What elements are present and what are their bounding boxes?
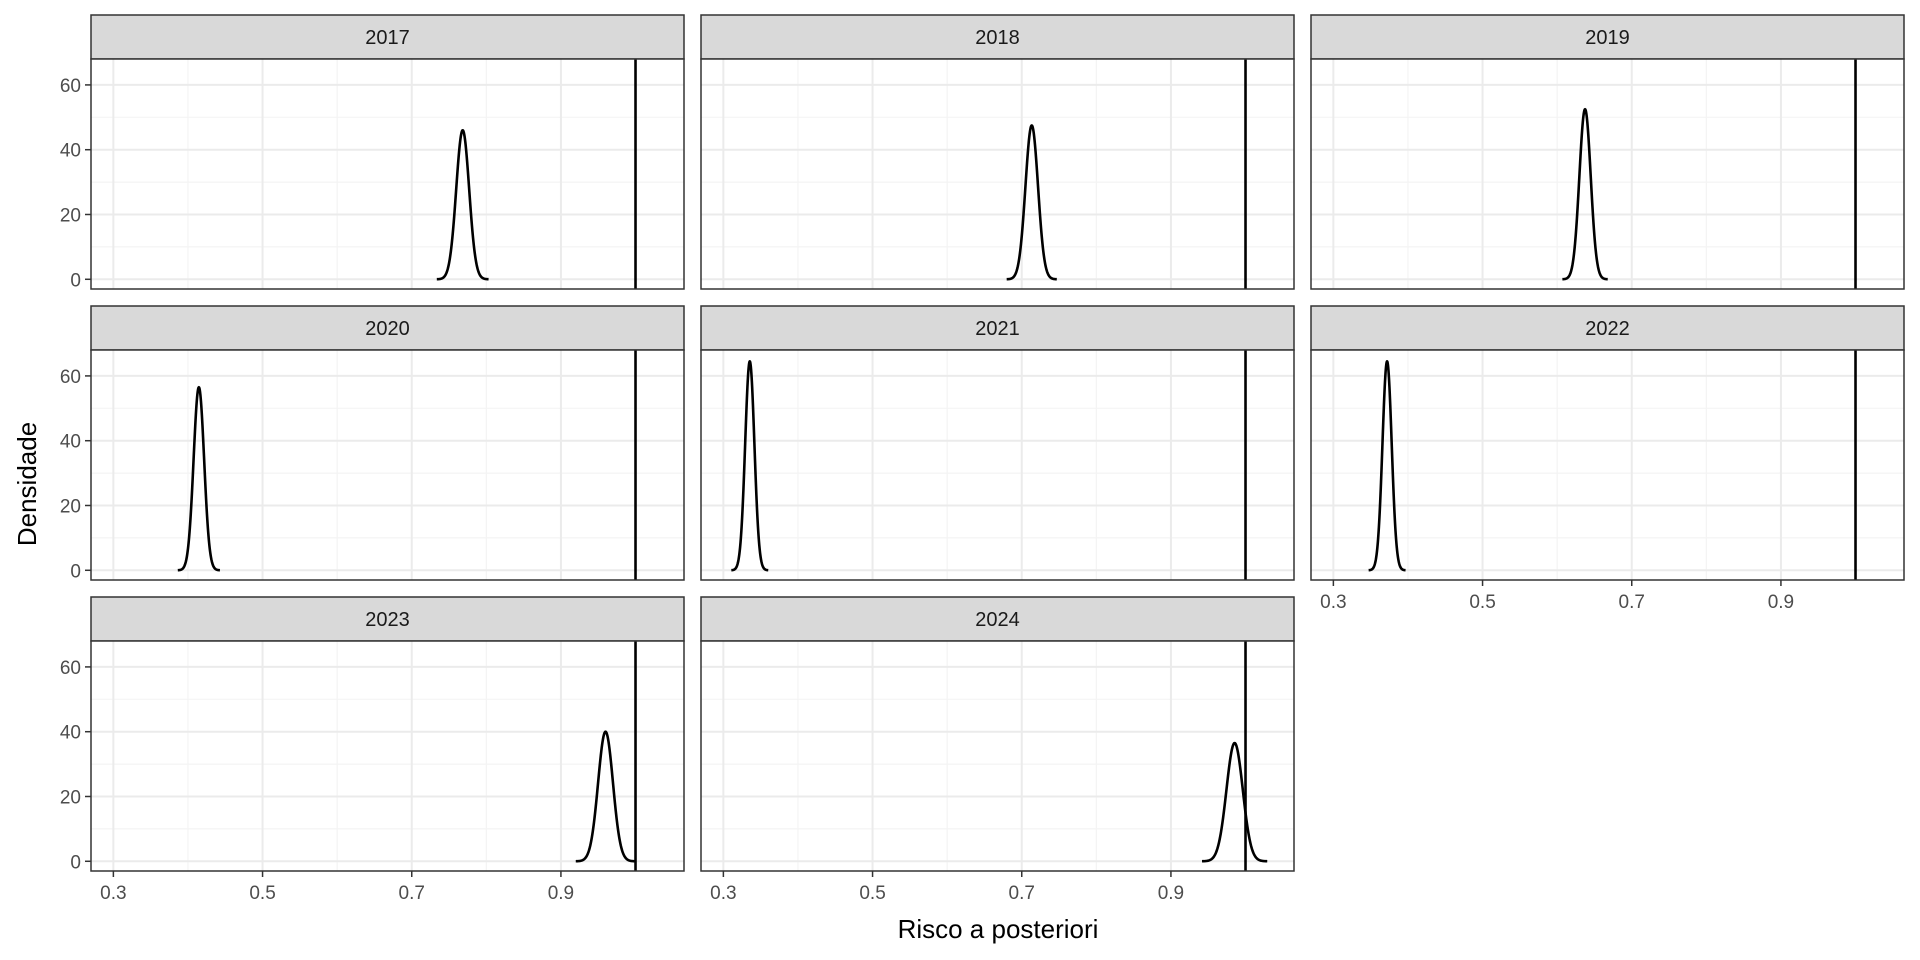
x-tick-label: 0.9 xyxy=(548,883,574,904)
density-curve xyxy=(1367,360,1407,572)
facet-panel-2020: 2020 0 20 40 60 xyxy=(60,305,685,582)
facet-panel-2018: 2018 xyxy=(700,14,1295,290)
y-tick-label: 0 xyxy=(70,561,81,582)
facet-panel-2017: 2017 0 20 40 60 xyxy=(60,14,685,291)
panel-background xyxy=(91,641,684,871)
x-tick-label: 0.7 xyxy=(1619,592,1645,613)
panel-border xyxy=(90,640,685,872)
panel-background xyxy=(701,59,1294,289)
facet-strip-label: 2017 xyxy=(365,27,410,49)
facet-panel-2021: 2021 xyxy=(700,305,1295,581)
density-curve xyxy=(1561,107,1609,281)
facet-panels: 2017 0 20 40 60 2018 2019 2020 0 20 40 60 2021 2022 0.… xyxy=(60,14,1905,904)
y-tick-label: 60 xyxy=(60,367,81,388)
facet-strip-label: 2019 xyxy=(1585,27,1630,49)
y-tick-label: 40 xyxy=(60,723,81,744)
y-tick-label: 0 xyxy=(70,852,81,873)
y-tick-label: 20 xyxy=(60,496,81,517)
panel-border xyxy=(1310,349,1905,581)
facet-strip xyxy=(90,14,685,60)
x-tick-label: 0.9 xyxy=(1158,883,1184,904)
panel-background xyxy=(91,59,684,289)
panel-border xyxy=(1310,58,1905,290)
facet-strip-label: 2024 xyxy=(975,609,1020,631)
facet-strip-label: 2021 xyxy=(975,318,1020,340)
panel-background xyxy=(1311,350,1904,580)
x-tick-label: 0.5 xyxy=(1469,592,1495,613)
x-tick-label: 0.3 xyxy=(710,883,736,904)
facet-strip-label: 2022 xyxy=(1585,318,1630,340)
facet-strip xyxy=(90,305,685,351)
facet-panel-2024: 2024 0.3 0.5 0.7 0.9 xyxy=(700,596,1295,904)
facet-panel-2019: 2019 xyxy=(1310,14,1905,290)
facet-strip-label: 2020 xyxy=(365,318,410,340)
facet-strip xyxy=(700,596,1295,642)
panel-border xyxy=(700,58,1295,290)
y-tick-label: 20 xyxy=(60,205,81,226)
panel-border xyxy=(90,58,685,290)
x-tick-label: 0.3 xyxy=(100,883,126,904)
x-tick-label: 0.5 xyxy=(249,883,275,904)
y-tick-label: 40 xyxy=(60,141,81,162)
density-curve xyxy=(1005,124,1058,281)
density-curve xyxy=(1201,741,1269,863)
facet-strip-label: 2023 xyxy=(365,609,410,631)
density-curve xyxy=(435,128,490,281)
y-axis-title: Densidade xyxy=(12,422,42,546)
density-curve xyxy=(730,360,770,572)
x-axis-title: Risco a posteriori xyxy=(898,914,1099,944)
x-tick-label: 0.3 xyxy=(1320,592,1346,613)
panel-background xyxy=(91,350,684,580)
panel-background xyxy=(701,350,1294,580)
y-tick-label: 60 xyxy=(60,658,81,679)
density-curve xyxy=(574,730,637,863)
x-tick-label: 0.7 xyxy=(399,883,425,904)
x-tick-label: 0.9 xyxy=(1768,592,1794,613)
x-tick-label: 0.5 xyxy=(859,883,885,904)
facet-strip xyxy=(1310,14,1905,60)
facet-panel-2022: 2022 0.3 0.5 0.7 0.9 xyxy=(1310,305,1905,613)
facet-strip-label: 2018 xyxy=(975,27,1020,49)
panel-background xyxy=(1311,59,1904,289)
facet-strip xyxy=(1310,305,1905,351)
y-tick-label: 20 xyxy=(60,787,81,808)
panel-background xyxy=(701,641,1294,871)
facet-strip xyxy=(90,596,685,642)
panel-border xyxy=(700,349,1295,581)
density-curve xyxy=(176,385,221,572)
y-tick-label: 0 xyxy=(70,270,81,291)
panel-border xyxy=(90,349,685,581)
panel-border xyxy=(700,640,1295,872)
y-tick-label: 60 xyxy=(60,76,81,97)
x-tick-label: 0.7 xyxy=(1009,883,1035,904)
facet-strip xyxy=(700,14,1295,60)
y-tick-label: 40 xyxy=(60,432,81,453)
facet-panel-2023: 2023 0 20 40 60 0.3 0.5 0.7 0.9 xyxy=(60,596,685,904)
